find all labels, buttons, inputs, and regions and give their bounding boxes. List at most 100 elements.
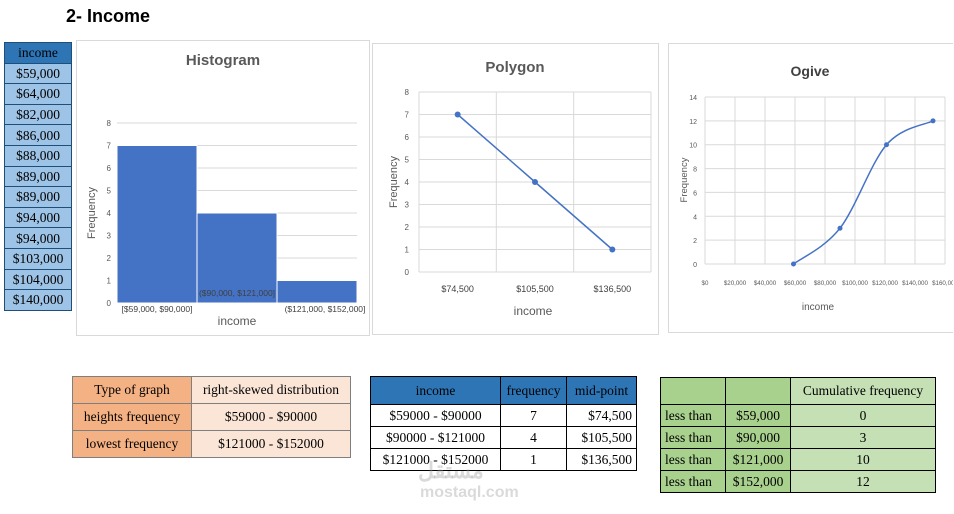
income-value: $94,000: [4, 227, 72, 249]
income-list-table: income $59,000 $64,000 $82,000 $86,000 $88,00…: [4, 42, 72, 311]
data-point: [884, 142, 889, 148]
y-tick-label: 0: [107, 299, 112, 308]
x-tick-label: ($90,000, $121,000]: [199, 288, 275, 298]
table-row: lowest frequency $121000 - $152000: [72, 430, 351, 458]
y-tick-label: 6: [405, 133, 410, 142]
y-tick-label: 4: [693, 214, 697, 221]
data-point: [837, 225, 843, 231]
table-row: $103,000: [4, 247, 72, 270]
y-tick-label: 4: [107, 209, 112, 218]
data-point: [454, 111, 461, 118]
table-cell: $59000 - $90000: [370, 404, 501, 427]
y-tick-label: 6: [693, 190, 697, 197]
income-value: $64,000: [4, 83, 72, 105]
table-row: $82,000: [4, 103, 72, 126]
table-row: $86,000: [4, 124, 72, 146]
income-value: $82,000: [4, 103, 72, 126]
income-value: $103,000: [4, 247, 72, 270]
y-tick-label: 2: [107, 254, 112, 263]
ogive-chart: Ogive 0 2 4 6 8 10 12 14 $0 $20,000 $40,000 $60,000 $…: [668, 43, 953, 333]
ogive-svg: Ogive 0 2 4 6 8 10 12 14 $0 $20,000 $40,000 $60,000 $…: [679, 63, 953, 313]
table-cell: $121,000: [725, 448, 791, 471]
y-axis-label: Frequency: [679, 157, 690, 202]
y-axis-label: Frequency: [86, 187, 98, 239]
watermark-text: mostaql.com: [420, 484, 519, 501]
income-list-header: income: [4, 42, 72, 64]
y-axis-label: Frequency: [388, 156, 400, 208]
table-cell: $90,000: [725, 426, 791, 449]
x-tick-label: $40,000: [754, 280, 777, 287]
y-tick-label: 12: [689, 119, 697, 126]
summary-table: Type of graph right-skewed distribution he…: [72, 376, 351, 458]
y-tick-label: 10: [689, 143, 697, 150]
cumulative-table: Cumulative frequency less than $59,000 0 les…: [660, 377, 936, 493]
table-row: less than $90,000 3: [660, 426, 936, 449]
table-header-row: income frequency mid-point: [370, 376, 637, 405]
histogram-bar: [276, 280, 358, 304]
table-row: $64,000: [4, 83, 72, 105]
table-cell: 7: [500, 404, 567, 427]
y-tick-label: 1: [405, 246, 410, 255]
y-tick-label: 8: [693, 167, 697, 174]
x-tick-label: $120,000: [872, 280, 898, 287]
column-header: frequency: [500, 376, 567, 405]
income-value: $59,000: [4, 62, 72, 85]
table-cell: $105,500: [566, 426, 637, 449]
watermark-logo: مستقل: [418, 458, 484, 483]
y-tick-label: 6: [107, 164, 112, 173]
x-tick-label: $80,000: [814, 280, 837, 287]
income-list-header-row: income: [4, 42, 72, 64]
table-row: Type of graph right-skewed distribution: [72, 376, 351, 404]
table-row: $94,000: [4, 227, 72, 249]
table-cell: 3: [790, 426, 936, 449]
table-cell: 4: [500, 426, 567, 449]
summary-label: heights frequency: [72, 403, 192, 431]
y-tick-label: 5: [405, 156, 410, 165]
x-axis-label: income: [218, 314, 257, 328]
summary-value: $121000 - $152000: [191, 430, 351, 458]
table-row: $121000 - $152000 1 $136,500: [370, 448, 637, 471]
y-tick-label: 0: [693, 262, 697, 269]
table-row: $89,000: [4, 165, 72, 188]
table-row: $90000 - $121000 4 $105,500: [370, 426, 637, 449]
table-row: $140,000: [4, 289, 72, 311]
ogive-line: [793, 120, 934, 265]
income-value: $86,000: [4, 124, 72, 146]
y-tick-label: 0: [405, 268, 410, 277]
x-axis-label: income: [802, 302, 835, 313]
table-cell: 12: [790, 470, 936, 493]
x-tick-label: $100,000: [842, 280, 868, 287]
table-cell: $121000 - $152000: [370, 448, 501, 471]
data-point: [532, 179, 538, 185]
income-value: $104,000: [4, 268, 72, 291]
table-row: heights frequency $59000 - $90000: [72, 403, 351, 431]
y-tick-label: 1: [107, 277, 112, 286]
table-cell: 1: [500, 448, 567, 471]
table-cell: 10: [790, 448, 936, 471]
y-tick-label: 8: [107, 119, 112, 128]
y-tick-label: 14: [689, 95, 697, 102]
table-row: less than $59,000 0: [660, 404, 936, 427]
chart-title: Ogive: [791, 63, 830, 79]
x-tick-label: $140,000: [902, 280, 928, 287]
table-cell: $74,500: [566, 404, 637, 427]
y-tick-label: 2: [405, 223, 410, 232]
table-row: $94,000: [4, 206, 72, 229]
income-value: $140,000: [4, 289, 72, 311]
column-header: Cumulative frequency: [790, 377, 936, 405]
table-row: $88,000: [4, 144, 72, 167]
summary-value: $59000 - $90000: [191, 403, 351, 431]
y-tick-label: 3: [107, 232, 112, 241]
summary-label: lowest frequency: [72, 430, 192, 458]
income-value: $89,000: [4, 186, 72, 208]
x-tick-label: $74,500: [441, 284, 474, 294]
table-cell: $136,500: [566, 448, 637, 471]
data-point: [791, 261, 796, 267]
y-tick-label: 4: [405, 178, 410, 187]
x-tick-label: [$59,000, $90,000]: [122, 304, 193, 314]
y-tick-label: 3: [405, 201, 410, 210]
table-row: $59,000: [4, 62, 72, 85]
frequency-table: income frequency mid-point $59000 - $90000 7…: [370, 376, 637, 471]
income-value: $94,000: [4, 206, 72, 229]
y-tick-label: 7: [405, 111, 410, 120]
